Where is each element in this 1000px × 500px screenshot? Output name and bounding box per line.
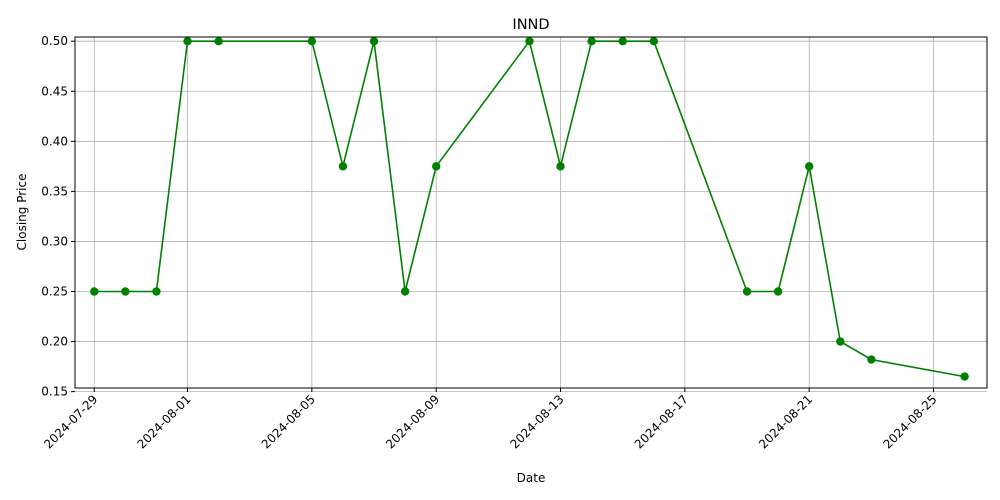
data-point <box>773 287 783 296</box>
series-layer <box>90 37 969 381</box>
data-point <box>183 37 192 46</box>
data-point <box>369 37 379 46</box>
data-point <box>556 162 565 171</box>
data-point <box>805 162 814 171</box>
chart-title: INND <box>512 17 549 33</box>
y-tick-label: 0.50 <box>41 34 68 48</box>
y-tick-label: 0.20 <box>41 335 68 349</box>
data-point <box>121 287 130 296</box>
data-point <box>152 287 161 296</box>
data-point <box>431 162 441 171</box>
y-tick-label: 0.45 <box>41 84 68 98</box>
y-tick-label: 0.25 <box>41 284 68 298</box>
y-axis-ticks: 0.15 0.20 0.25 0.30 0.35 0.40 0.45 0.50 <box>41 34 75 399</box>
y-tick-label: 0.30 <box>41 234 68 248</box>
data-point <box>90 287 99 296</box>
data-point <box>338 162 348 171</box>
data-point <box>742 287 752 296</box>
y-tick-label: 0.15 <box>41 385 68 399</box>
data-point <box>618 37 627 46</box>
data-point <box>867 355 876 364</box>
data-point <box>960 372 969 381</box>
x-axis-title: Date <box>517 471 546 485</box>
data-point <box>307 37 317 46</box>
y-tick-label: 0.35 <box>41 184 68 198</box>
data-point <box>587 37 596 46</box>
data-point <box>214 37 223 46</box>
data-point <box>836 337 845 346</box>
y-tick-label: 0.40 <box>41 134 68 148</box>
data-point <box>400 287 410 296</box>
data-point <box>525 37 534 46</box>
y-axis-title: Closing Price <box>15 174 29 251</box>
plot-area-frame <box>74 36 988 389</box>
data-point <box>649 37 658 46</box>
